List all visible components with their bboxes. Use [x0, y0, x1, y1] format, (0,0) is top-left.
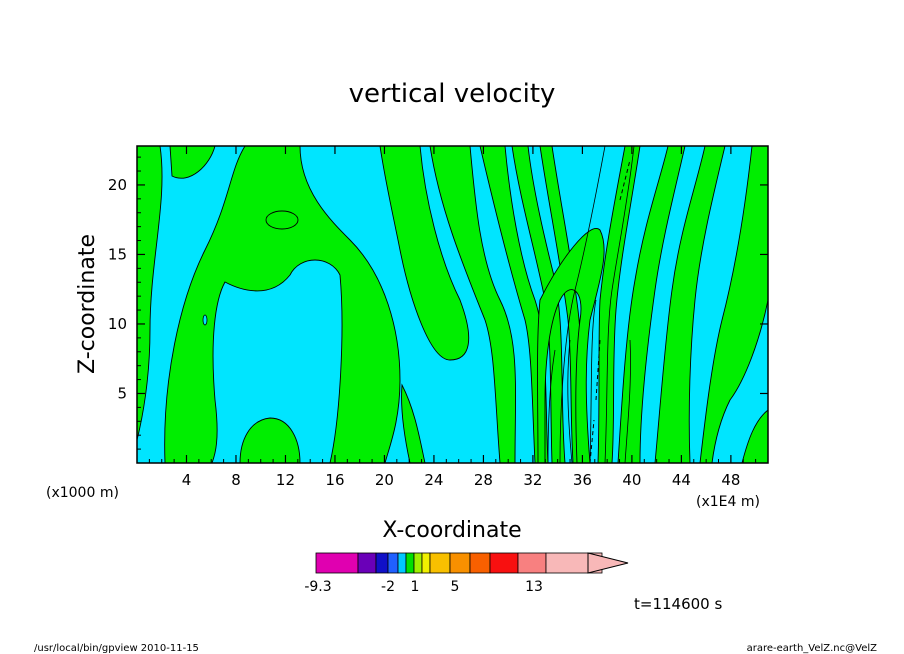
contour-line — [624, 339, 631, 463]
y-ticks: 5 10 15 20 — [108, 156, 768, 450]
contour-region-positive — [164, 146, 401, 463]
contour-line — [604, 146, 635, 463]
colorbar-swatch — [375, 552, 389, 574]
contour-region-positive — [169, 146, 216, 179]
y-tick-label: 20 — [108, 176, 127, 194]
contour-region-positive — [741, 409, 768, 463]
contour-region-positive — [699, 146, 768, 463]
contour-line-negative — [589, 159, 631, 463]
footer-left: /usr/local/bin/gpview 2010-11-15 — [34, 643, 199, 654]
contour-region-positive — [429, 146, 516, 463]
colorbar-label: -9.3 — [304, 579, 331, 595]
contour-cell — [265, 210, 299, 230]
x-tick-label: 32 — [523, 471, 542, 489]
plot-frame — [136, 145, 769, 464]
contour-region-positive — [239, 417, 301, 463]
colorbar-swatch — [449, 552, 471, 574]
x-unit-right: (x1E4 m) — [696, 494, 760, 510]
colorbar: -9.3 -2 1 5 13 — [304, 552, 629, 595]
x-tick-label: 48 — [721, 471, 740, 489]
y-tick-label: 15 — [108, 245, 127, 263]
colorbar-swatch — [397, 552, 407, 574]
colorbar-swatches — [315, 552, 603, 574]
colorbar-label: 1 — [411, 579, 420, 595]
contour-line — [567, 339, 573, 463]
contour-region-positive — [654, 146, 726, 463]
colorbar-swatch — [405, 552, 415, 574]
contour-line — [589, 299, 597, 463]
contour-region-positive — [511, 146, 566, 463]
colorbar-swatch — [315, 552, 359, 574]
colorbar-swatch — [413, 552, 423, 574]
colorbar-swatch — [357, 552, 377, 574]
colorbar-swatch — [429, 552, 451, 574]
x-unit-left: (x1000 m) — [46, 485, 119, 501]
colorbar-labels: -9.3 -2 1 5 13 — [304, 579, 543, 595]
contour-region-positive — [597, 146, 641, 463]
x-tick-label: 4 — [182, 471, 192, 489]
contour-line — [547, 349, 556, 463]
contour-region-positive — [137, 146, 163, 441]
colorbar-extend-arrow — [587, 552, 629, 574]
contour-line — [559, 146, 606, 463]
footer-right: arare-earth_VelZ.nc@VelZ — [747, 643, 878, 654]
colorbar-label: 13 — [525, 579, 543, 595]
contour-fields — [137, 146, 768, 463]
x-axis-label: X-coordinate — [382, 518, 521, 543]
x-tick-label: 44 — [672, 471, 691, 489]
x-tick-label: 28 — [474, 471, 493, 489]
y-tick-label: 5 — [117, 384, 127, 402]
contour-cell — [202, 314, 208, 326]
contour-region-positive — [401, 383, 426, 463]
colorbar-swatch — [421, 552, 431, 574]
x-tick-label: 16 — [325, 471, 344, 489]
x-tick-label: 20 — [375, 471, 394, 489]
x-tick-label: 36 — [573, 471, 592, 489]
x-tick-label: 40 — [622, 471, 641, 489]
contour-region-positive — [537, 228, 605, 463]
chart-title: vertical velocity — [349, 79, 556, 109]
y-axis-label: Z-coordinate — [75, 234, 100, 374]
time-label: t=114600 s — [634, 595, 722, 613]
y-tick-label: 10 — [108, 315, 127, 333]
contour-region-positive — [379, 146, 470, 361]
colorbar-swatch — [489, 552, 519, 574]
x-tick-label: 8 — [231, 471, 241, 489]
x-ticks: 4 8 12 16 20 24 28 32 36 40 44 48 — [148, 146, 757, 489]
x-tick-label: 12 — [276, 471, 295, 489]
colorbar-swatch — [517, 552, 547, 574]
x-tick-label: 24 — [424, 471, 443, 489]
colorbar-label: -2 — [381, 579, 395, 595]
colorbar-swatch — [469, 552, 491, 574]
colorbar-label: 5 — [451, 579, 460, 595]
colorbar-swatch — [387, 552, 399, 574]
